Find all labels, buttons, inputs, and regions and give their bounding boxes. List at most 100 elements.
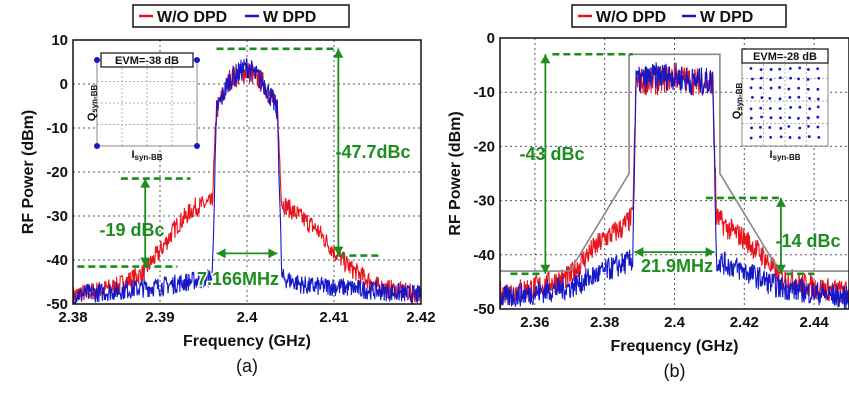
annotation-arrowhead bbox=[333, 48, 344, 58]
x-tick-label: 2.36 bbox=[520, 314, 549, 331]
constellation-point bbox=[788, 136, 792, 139]
y-tick-label: -30 bbox=[473, 193, 495, 210]
legend-label-w-dpd: W DPD bbox=[700, 9, 753, 26]
constellation-point bbox=[807, 125, 810, 128]
y-tick-label: -30 bbox=[46, 208, 68, 225]
constellation-point bbox=[787, 87, 791, 91]
constellation-point bbox=[816, 115, 820, 119]
y-tick-label: 0 bbox=[60, 76, 68, 93]
constellation-point bbox=[779, 116, 782, 120]
constellation-point bbox=[789, 105, 793, 109]
annotation-label: -14 dBc bbox=[775, 231, 840, 251]
x-axis-label: Frequency (GHz) bbox=[183, 333, 311, 350]
constellation-point bbox=[751, 77, 754, 81]
constellation-point bbox=[817, 76, 821, 80]
y-tick-label: -10 bbox=[473, 84, 495, 101]
legend-label-w-dpd: W DPD bbox=[263, 9, 316, 26]
constellation-point bbox=[751, 95, 754, 99]
x-tick-label: 2.44 bbox=[799, 314, 829, 331]
x-tick-label: 2.38 bbox=[58, 309, 87, 326]
x-tick-label: 2.4 bbox=[664, 314, 686, 331]
constellation-point bbox=[808, 107, 812, 111]
x-tick-label: 2.38 bbox=[590, 314, 619, 331]
annotation-arrowhead bbox=[140, 257, 151, 267]
constellation-point bbox=[797, 136, 801, 140]
constellation-point bbox=[797, 95, 801, 99]
constellation-point bbox=[749, 116, 753, 120]
y-tick-label: -40 bbox=[46, 252, 68, 269]
constellation-point bbox=[760, 96, 764, 100]
plot-area bbox=[500, 53, 849, 309]
constellation-point bbox=[768, 126, 772, 129]
constellation-point bbox=[788, 116, 792, 120]
constellation-point bbox=[759, 106, 763, 110]
constellation-point bbox=[769, 86, 773, 90]
plot-frame bbox=[72, 39, 422, 305]
annotation-label: 7.166MHz bbox=[197, 269, 279, 289]
constellation-point bbox=[789, 76, 793, 80]
constellation-point bbox=[779, 135, 783, 139]
constellation-point bbox=[817, 135, 821, 139]
constellation-point bbox=[779, 126, 783, 130]
annotation-arrowhead bbox=[333, 246, 344, 256]
constellation-point bbox=[778, 107, 782, 110]
inset-y-label: Qsyn-BB bbox=[731, 83, 744, 120]
annotation-label: -43 dBc bbox=[519, 144, 584, 164]
x-axis-label: Frequency (GHz) bbox=[610, 338, 738, 355]
constellation-point bbox=[788, 95, 792, 99]
annotation-arrowhead bbox=[540, 264, 551, 274]
series-line-w-dpd bbox=[500, 62, 849, 309]
x-tick-label: 2.42 bbox=[730, 314, 759, 331]
constellation-point bbox=[759, 125, 762, 129]
inset-x-label: Isyn-BB bbox=[769, 149, 800, 162]
y-tick-label: -10 bbox=[46, 120, 68, 137]
constellation-point bbox=[787, 125, 791, 128]
panel-caption: (b) bbox=[664, 361, 686, 381]
constellation-point bbox=[749, 136, 753, 140]
constellation-point bbox=[760, 115, 763, 119]
constellation-point bbox=[778, 97, 782, 101]
constellation-point bbox=[749, 86, 753, 90]
legend-box bbox=[571, 4, 787, 28]
legend-label-wo-dpd: W/O DPD bbox=[157, 9, 227, 26]
constellation-point bbox=[750, 126, 753, 130]
series-line-w-dpd bbox=[73, 57, 421, 304]
constellation-point bbox=[768, 96, 772, 100]
legend-label-wo-dpd: W/O DPD bbox=[596, 9, 666, 26]
annotation-arrowhead bbox=[540, 54, 551, 64]
annotation-arrowhead bbox=[268, 248, 278, 259]
constellation-point bbox=[798, 66, 802, 70]
x-tick-label: 2.41 bbox=[319, 309, 348, 326]
annotation-arrowhead bbox=[140, 178, 151, 188]
constellation-point bbox=[798, 126, 802, 130]
constellation-point bbox=[816, 67, 820, 71]
mask-line bbox=[500, 53, 849, 272]
constellation-point bbox=[816, 125, 820, 129]
y-tick-label: 0 bbox=[487, 30, 495, 47]
x-tick-label: 2.39 bbox=[145, 309, 174, 326]
annotation-label: -47.7dBc bbox=[335, 142, 410, 162]
y-tick-label: -50 bbox=[473, 301, 495, 318]
constellation-point bbox=[797, 77, 800, 81]
constellation-point bbox=[778, 67, 782, 71]
y-tick-label: -50 bbox=[46, 296, 68, 313]
y-tick-label: -20 bbox=[473, 138, 495, 155]
plot-frame bbox=[499, 37, 849, 310]
constellation-point bbox=[759, 135, 762, 139]
chart-panel-b: 2.36 2.38 2.4 2.42 2.44 -50 -40 -30 -20 -10 0 Frequ… bbox=[447, 4, 849, 381]
constellation-point bbox=[797, 116, 800, 120]
constellation-point bbox=[806, 87, 810, 91]
constellation-point bbox=[798, 105, 802, 109]
constellation-point bbox=[769, 78, 773, 82]
y-tick-label: -40 bbox=[473, 247, 495, 264]
annotation-label: 21.9MHz bbox=[641, 256, 713, 276]
inset-y-label: Qsyn-BB bbox=[86, 85, 99, 122]
y-tick-label: 10 bbox=[51, 32, 68, 49]
constellation-point bbox=[807, 116, 810, 120]
constellation-point bbox=[816, 97, 820, 101]
constellation-point bbox=[769, 68, 773, 71]
x-tick-label: 2.4 bbox=[237, 309, 259, 326]
constellation-point bbox=[807, 68, 810, 71]
